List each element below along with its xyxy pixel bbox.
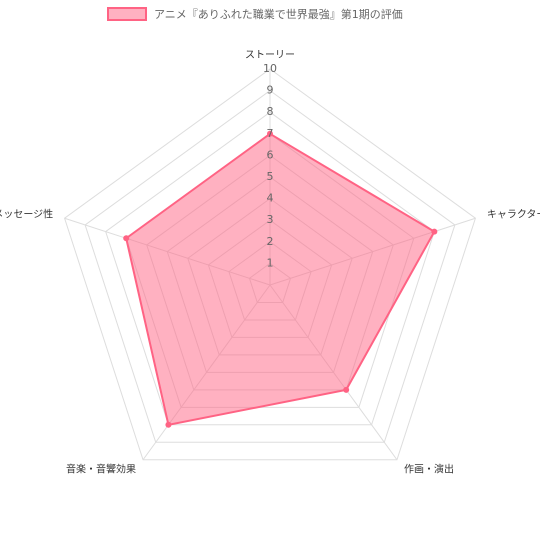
radar-point xyxy=(431,228,438,235)
tick-label: 5 xyxy=(267,170,274,183)
radar-area xyxy=(125,132,436,426)
axis-label: 作画・演出 xyxy=(404,462,454,475)
tick-label: 3 xyxy=(267,213,274,226)
legend-swatch xyxy=(107,7,147,21)
tick-label: 2 xyxy=(267,235,274,248)
tick-label: 8 xyxy=(267,105,274,118)
radar-point xyxy=(343,386,350,393)
axis-label: ストーリー xyxy=(245,50,295,61)
radar-point xyxy=(267,130,273,137)
tick-label: 4 xyxy=(267,192,274,205)
tick-label: 1 xyxy=(267,256,274,269)
tick-label: 9 xyxy=(267,84,274,97)
tick-label: 6 xyxy=(267,148,274,161)
tick-label: 10 xyxy=(263,62,277,75)
grid-ring xyxy=(84,89,456,443)
grid-ring xyxy=(105,111,435,426)
radar-point xyxy=(123,235,130,242)
axis-label: キャラクター xyxy=(487,209,540,221)
tick-label: 7 xyxy=(267,127,274,140)
radar-point xyxy=(165,421,172,428)
legend-label: アニメ『ありふれた職業で世界最強』第1期の評価 xyxy=(154,7,403,21)
axis-label: メッセージ性 xyxy=(0,208,53,221)
axis-label: 音楽・音響効果 xyxy=(66,462,136,475)
grid-ring xyxy=(63,68,477,461)
